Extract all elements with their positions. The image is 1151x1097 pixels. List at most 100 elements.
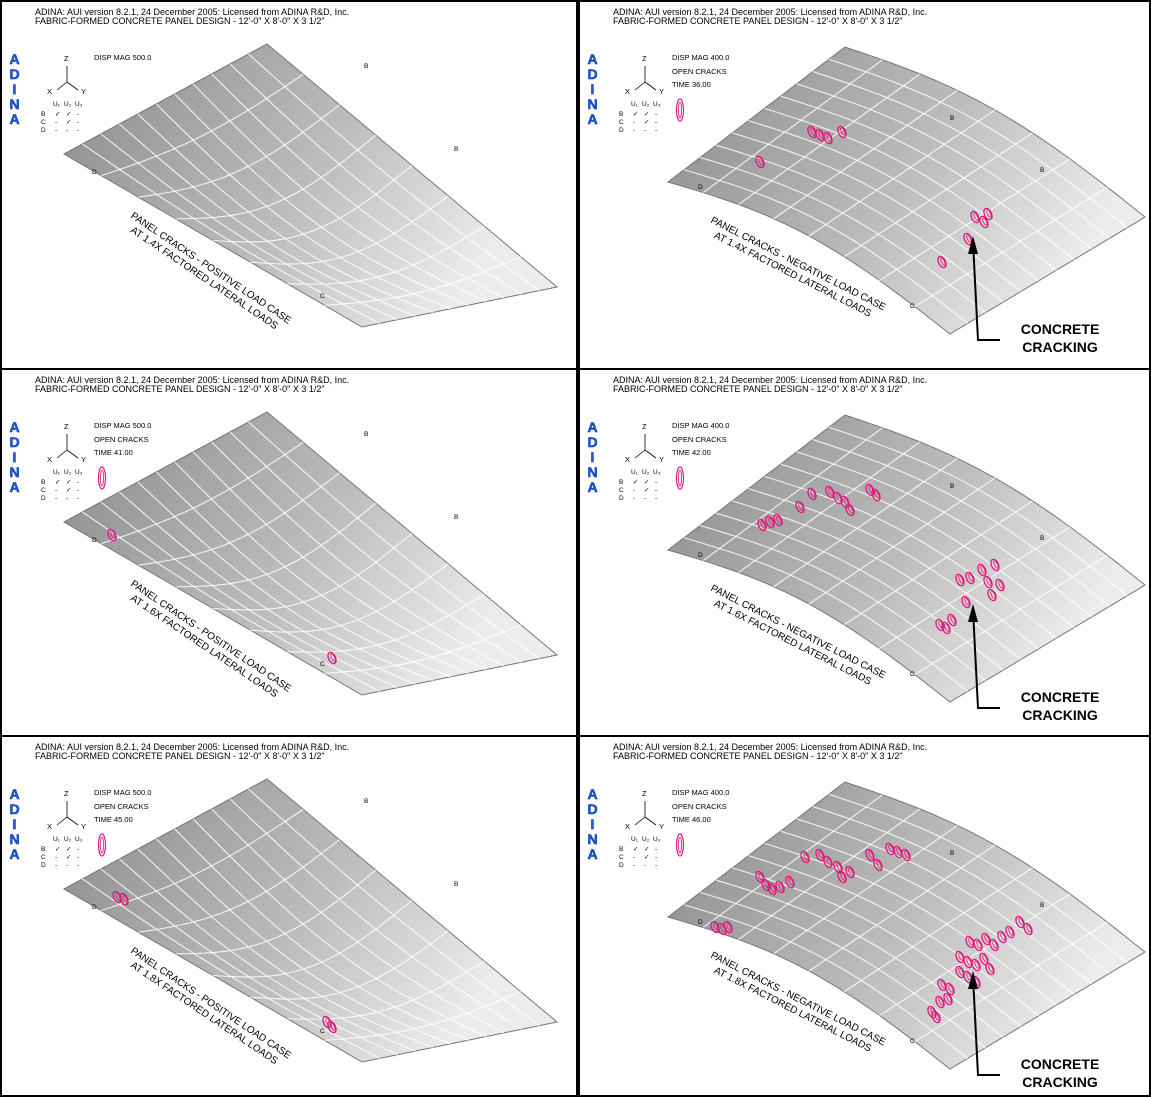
- crack-symbol: [970, 210, 980, 224]
- crack-symbol: [965, 571, 975, 585]
- panel: ADINA: AUI version 8.2.1, 24 December 20…: [0, 0, 578, 370]
- node-label: D: [698, 919, 703, 926]
- axis-line: [644, 81, 657, 91]
- dof-cell: -: [55, 119, 58, 126]
- dof-cell: ✓: [644, 119, 650, 126]
- crack-symbol: [815, 848, 825, 862]
- node-label: B: [364, 431, 369, 438]
- mesh-line: [843, 500, 1033, 626]
- axis-line: [56, 449, 68, 459]
- dof-header: U₃: [75, 101, 83, 108]
- mesh-line: [914, 186, 1108, 308]
- mesh-line: [287, 960, 485, 1020]
- crack-symbol: [755, 870, 765, 884]
- logo: ADINA: [9, 419, 20, 495]
- axis-line: [56, 81, 68, 91]
- dof-cell: -: [655, 495, 658, 502]
- annotation-line: CRACKING: [1022, 707, 1098, 723]
- status-line: OPEN CRACKS: [672, 802, 727, 811]
- node-label: C: [320, 1028, 325, 1035]
- dof-cell: -: [633, 854, 636, 861]
- mesh-line: [250, 195, 449, 265]
- crack-symbol: [800, 850, 810, 864]
- crack-symbol: [1000, 932, 1006, 941]
- arrow-head: [968, 236, 978, 254]
- mesh-line: [843, 132, 1033, 258]
- annotation-leader: [972, 976, 1000, 1076]
- crack-legend-symbol: [97, 466, 107, 490]
- node-label: B: [1040, 167, 1045, 174]
- dof-cell: ✓: [633, 479, 639, 486]
- axis-label: Z: [64, 54, 69, 63]
- crack-symbol: [974, 960, 980, 969]
- dof-row-label: B: [619, 479, 624, 486]
- crack-symbol: [931, 1010, 941, 1024]
- dof-cell: ✓: [644, 846, 650, 853]
- dof-header: U₁: [53, 101, 60, 108]
- crack-symbol: [815, 128, 825, 142]
- crack-symbol: [958, 952, 964, 961]
- status-line: OPEN CRACKS: [94, 435, 149, 444]
- crack-symbol: [995, 578, 1005, 592]
- crack-symbol: [981, 932, 991, 946]
- dof-header: U₃: [653, 836, 661, 843]
- dof-header: U₂: [642, 469, 650, 476]
- crack-legend-symbol: [678, 469, 682, 487]
- crack-symbol: [983, 207, 993, 221]
- dof-header: U₂: [64, 469, 72, 476]
- crack-symbol: [935, 618, 945, 632]
- logo: ADINA: [587, 51, 598, 127]
- crack-symbol: [755, 155, 765, 169]
- crack-symbol: [938, 997, 944, 1006]
- node-label: B: [454, 881, 459, 888]
- axis-label: Y: [659, 822, 665, 831]
- dof-cell: ✓: [644, 479, 650, 486]
- dof-cell: ✓: [66, 846, 72, 853]
- mesh-line: [212, 165, 413, 243]
- axis-label: Z: [642, 422, 647, 431]
- dof-cell: -: [655, 854, 658, 861]
- crack-symbol: [848, 505, 854, 514]
- status-line: TIME 36.00: [672, 80, 711, 89]
- crack-symbol: [840, 127, 846, 136]
- panel-surface: [62, 411, 559, 696]
- mesh-line: [808, 844, 996, 972]
- crack-symbol: [770, 884, 776, 893]
- dof-row-label: D: [619, 495, 624, 502]
- crack-legend-symbol: [675, 98, 685, 122]
- annotation-line: CRACKING: [1022, 1074, 1098, 1090]
- crack-symbol: [904, 850, 910, 859]
- dof-row-label: D: [619, 127, 624, 134]
- dof-cell: ✓: [66, 479, 72, 486]
- mesh-line: [175, 502, 377, 588]
- crack-symbol: [840, 495, 850, 509]
- axis-line: [56, 816, 68, 826]
- crack-symbol: [330, 653, 336, 662]
- axis-label: X: [625, 455, 631, 464]
- dof-header: U₁: [631, 101, 638, 108]
- crack-symbol: [873, 858, 883, 872]
- node-label: D: [698, 184, 703, 191]
- dof-row-label: C: [41, 487, 46, 494]
- disp-mag: DISP MAG 500.0: [94, 788, 152, 797]
- crack-symbol: [758, 157, 764, 166]
- crack-symbol: [828, 487, 834, 496]
- mesh-line: [324, 256, 521, 306]
- mesh-line: [702, 794, 883, 929]
- dof-header: U₃: [653, 469, 661, 476]
- axis-label: X: [47, 822, 53, 831]
- mesh-line: [212, 533, 413, 611]
- dof-cell: -: [655, 127, 658, 134]
- crack-symbol: [807, 125, 817, 139]
- axis-label: X: [625, 822, 631, 831]
- crack-symbol: [1005, 925, 1015, 939]
- crack-symbol: [986, 577, 992, 586]
- node-label: B: [454, 514, 459, 521]
- dof-cell: -: [77, 111, 80, 118]
- header-line: FABRIC-FORMED CONCRETE PANEL DESIGN - 12…: [35, 751, 325, 761]
- status-line: TIME 42.00: [672, 448, 711, 457]
- annotation: CONCRETE CRACKING: [1000, 320, 1120, 356]
- crack-symbol: [818, 850, 824, 859]
- crack-legend-symbol: [97, 833, 107, 857]
- node-label: D: [698, 552, 703, 559]
